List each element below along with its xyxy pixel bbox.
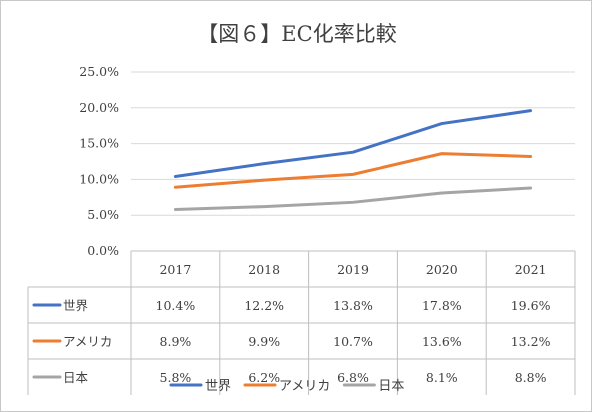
row-series-label: 日本 bbox=[63, 370, 89, 385]
data-label: 12.2% bbox=[244, 298, 284, 313]
data-label: 17.8% bbox=[422, 298, 462, 313]
x-category-label: 2021 bbox=[515, 262, 547, 277]
chart-legend: 世界 アメリカ 日本 bbox=[169, 379, 404, 394]
data-label: 13.2% bbox=[511, 334, 551, 349]
data-label: 8.1% bbox=[426, 370, 458, 385]
data-label: 10.4% bbox=[156, 298, 196, 313]
data-label: 8.9% bbox=[160, 334, 192, 349]
y-tick-label: 25.0% bbox=[79, 64, 119, 79]
data-label: 5.8% bbox=[160, 370, 192, 385]
series-line bbox=[173, 109, 533, 179]
x-category-label: 2019 bbox=[337, 262, 369, 277]
row-series-label: アメリカ bbox=[63, 334, 112, 349]
legend-label: 日本 bbox=[378, 379, 404, 394]
legend-label: 世界 bbox=[205, 379, 231, 394]
series-line bbox=[173, 186, 533, 211]
series-line bbox=[173, 152, 533, 189]
data-label: 13.6% bbox=[422, 334, 462, 349]
y-tick-label: 0.0% bbox=[87, 243, 119, 258]
chart-series-lines bbox=[173, 109, 533, 211]
data-label: 6.2% bbox=[248, 370, 280, 385]
y-tick-label: 5.0% bbox=[87, 207, 119, 222]
y-tick-label: 20.0% bbox=[79, 100, 119, 115]
row-series-label: 世界 bbox=[63, 298, 89, 313]
data-label: 6.8% bbox=[337, 370, 369, 385]
data-label: 10.7% bbox=[333, 334, 373, 349]
data-label: 13.8% bbox=[333, 298, 373, 313]
x-category-label: 2018 bbox=[248, 262, 280, 277]
chart-title: 【図６】EC化率比較 bbox=[197, 22, 396, 46]
y-axis: 0.0% 5.0% 10.0% 15.0% 20.0% 25.0% bbox=[79, 64, 119, 258]
data-table: 2017 2018 2019 2020 2021 世界 10.4% 12.2% 13.8% 17.… bbox=[27, 250, 576, 395]
y-tick-label: 10.0% bbox=[79, 171, 119, 186]
y-tick-label: 15.0% bbox=[79, 136, 119, 151]
chart-gridlines bbox=[131, 71, 575, 216]
data-label: 19.6% bbox=[511, 298, 551, 313]
data-label: 8.8% bbox=[515, 370, 547, 385]
legend-label: アメリカ bbox=[279, 379, 330, 394]
data-label: 9.9% bbox=[248, 334, 280, 349]
x-category-label: 2017 bbox=[159, 262, 191, 277]
x-category-label: 2020 bbox=[426, 262, 458, 277]
